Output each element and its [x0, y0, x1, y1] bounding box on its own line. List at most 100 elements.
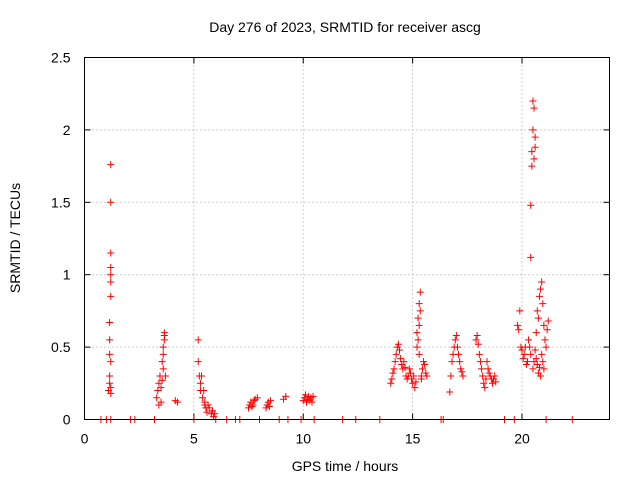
data-point: [411, 384, 419, 392]
data-point: [413, 329, 421, 337]
data-point: [538, 350, 546, 358]
data-point: [107, 271, 115, 279]
data-point: [528, 148, 536, 156]
data-point: [472, 336, 480, 344]
data-point: [387, 379, 395, 387]
data-point: [529, 365, 537, 373]
data-point: [416, 307, 424, 315]
data-point: [475, 350, 483, 358]
data-point: [199, 394, 207, 402]
data-point: [157, 384, 165, 392]
data-point: [536, 292, 543, 300]
data-point: [401, 363, 409, 371]
y-axis-label: SRMTID / TECUs: [7, 183, 23, 293]
data-point: [478, 365, 486, 373]
data-point: [514, 321, 522, 329]
data-point: [249, 401, 257, 409]
data-point: [417, 375, 425, 383]
data-point: [523, 358, 531, 366]
data-point: [158, 376, 166, 384]
data-point: [455, 350, 463, 358]
data-point: [390, 365, 398, 373]
data-point: [194, 358, 202, 366]
data-point: [529, 97, 537, 105]
data-point: [203, 408, 211, 416]
data-point: [266, 397, 274, 405]
data-point: [543, 326, 551, 334]
data-point: [106, 372, 114, 380]
data-point: [173, 398, 181, 406]
data-point: [160, 329, 168, 337]
chart-title: Day 276 of 2023, SRMTID for receiver asc…: [209, 19, 481, 35]
data-point: [282, 392, 290, 400]
data-point: [518, 346, 526, 354]
data-point: [421, 360, 429, 368]
data-point: [107, 358, 115, 366]
x-tick-label: 20: [514, 431, 530, 447]
data-point: [531, 143, 539, 151]
data-point: [527, 350, 535, 358]
x-tick-label: 5: [190, 431, 198, 447]
data-point: [388, 375, 396, 383]
data-point: [204, 401, 212, 409]
data-point: [492, 378, 500, 386]
data-point: [265, 402, 273, 410]
data-point: [539, 300, 547, 308]
data-point: [484, 365, 492, 373]
plot-frame: [84, 57, 610, 420]
x-axis-label: GPS time / hours: [292, 458, 399, 474]
data-point: [446, 388, 454, 396]
data-point: [200, 387, 208, 395]
data-point: [539, 358, 547, 366]
data-point: [106, 336, 114, 344]
data-point: [414, 314, 422, 322]
data-point: [159, 350, 167, 358]
data-point: [479, 372, 487, 380]
data-point: [308, 398, 316, 406]
data-point: [456, 358, 464, 366]
x-tick-label: 10: [295, 431, 311, 447]
data-point: [423, 372, 431, 380]
data-point: [413, 343, 421, 351]
data-point: [534, 314, 542, 322]
data-point: [107, 389, 115, 397]
x-tick-label: 15: [405, 431, 421, 447]
data-point: [536, 363, 543, 371]
data-point: [396, 346, 403, 354]
data-point: [485, 369, 493, 377]
data-point: [161, 372, 169, 380]
data-point: [451, 336, 459, 344]
data-point: [519, 355, 527, 363]
data-point: [488, 379, 496, 387]
data-point: [525, 336, 533, 344]
x-tick-label: 0: [81, 431, 89, 447]
data-point: [107, 161, 115, 169]
data-point: [392, 350, 400, 358]
data-point: [262, 404, 270, 412]
axis-ticks: 0 5 10 15 20 0 0.5 1 1.5 2 2.5: [51, 50, 610, 447]
data-point: [415, 350, 423, 358]
data-point: [459, 372, 467, 380]
data-point: [409, 379, 417, 387]
data-point: [248, 402, 256, 410]
data-point: [527, 253, 535, 261]
data-point: [491, 372, 499, 380]
data-point: [515, 326, 523, 334]
y-tick-label: 0: [63, 412, 71, 428]
data-point: [531, 133, 539, 141]
data-point: [299, 397, 307, 405]
data-point: [155, 379, 163, 387]
data-point: [447, 372, 455, 380]
data-point: [159, 343, 167, 351]
data-point: [196, 379, 204, 387]
data-point: [106, 350, 114, 358]
data-point: [422, 369, 430, 377]
data-point: [526, 343, 534, 351]
data-point: [106, 318, 114, 326]
data-point: [457, 365, 465, 373]
data-point: [391, 358, 399, 366]
y-tick-label: 1.5: [51, 194, 71, 210]
data-point: [301, 391, 309, 399]
